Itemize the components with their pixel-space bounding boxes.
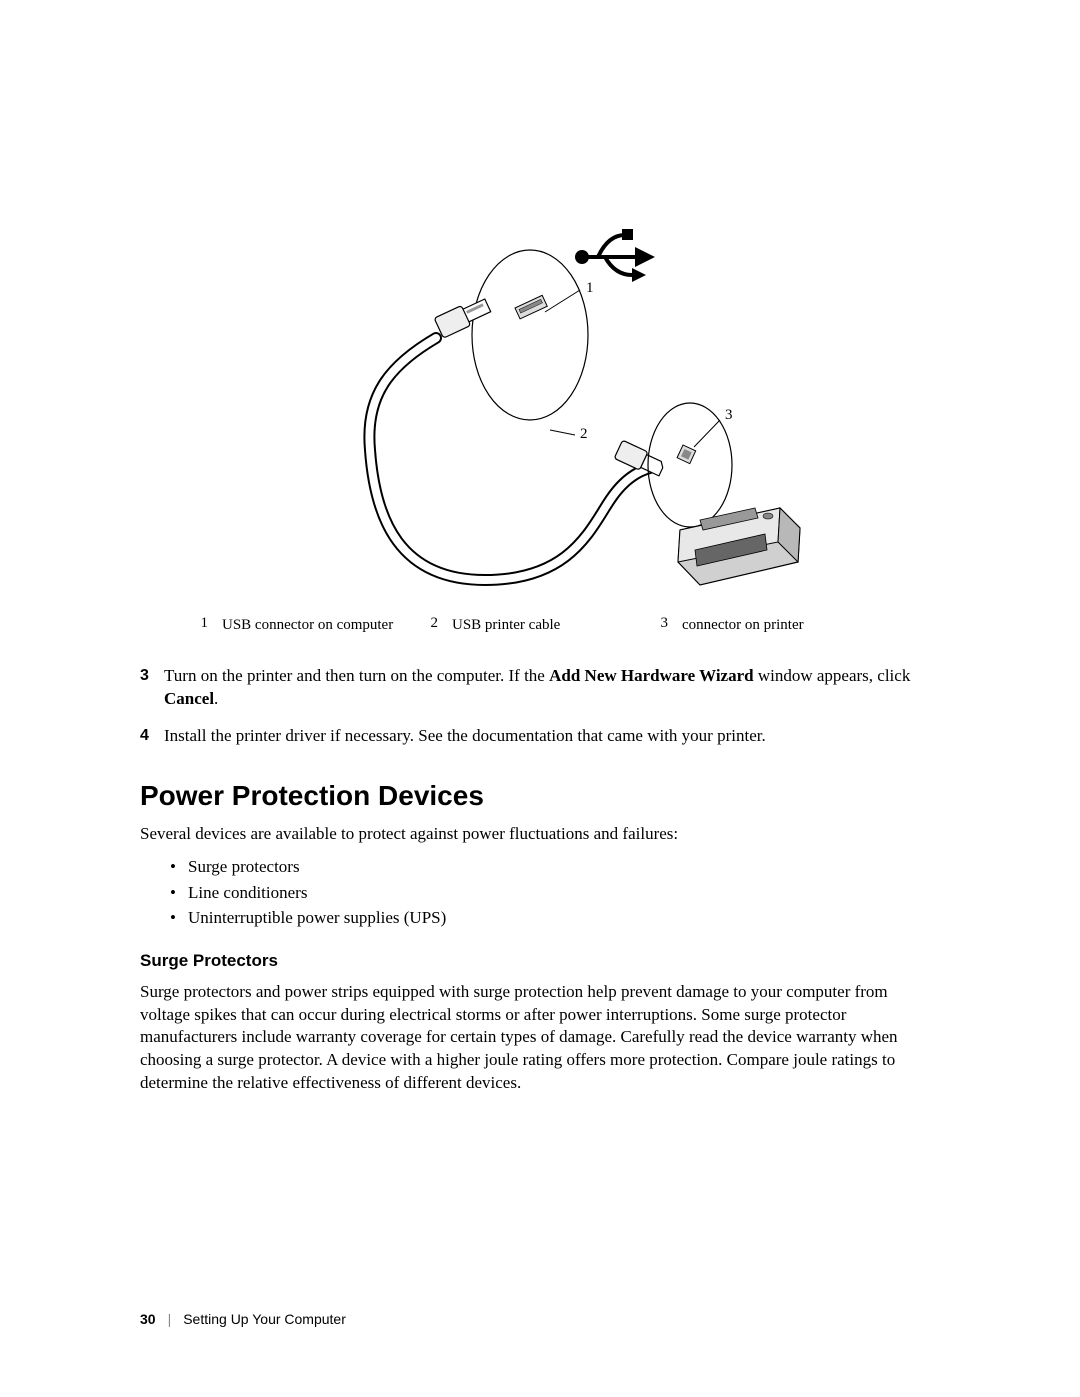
- callout-3: 3: [725, 407, 733, 424]
- step-4: 4 Install the printer driver if necessar…: [140, 725, 940, 748]
- legend-num: 3: [650, 615, 668, 632]
- legend-item-3: 3 connector on printer: [650, 615, 880, 635]
- callout-line-1: [545, 290, 580, 312]
- legend-item-1: 1 USB connector on computer: [190, 615, 420, 635]
- bullet-item: Uninterruptible power supplies (UPS): [170, 905, 940, 931]
- legend-text: USB connector on computer: [222, 615, 393, 635]
- diagram-legend: 1 USB connector on computer 2 USB printe…: [190, 615, 940, 635]
- usb-a-plug-icon: [434, 295, 492, 338]
- callout-2: 2: [580, 426, 588, 443]
- footer-separator: |: [168, 1311, 172, 1327]
- step-number: 4: [140, 725, 164, 748]
- cable-outer: [369, 338, 650, 580]
- step-3: 3 Turn on the printer and then turn on t…: [140, 665, 940, 711]
- legend-item-2: 2 USB printer cable: [420, 615, 650, 635]
- step-number: 3: [140, 665, 164, 711]
- b´bullet-list: Surge protectors Line conditioners Unint…: [170, 854, 940, 931]
- chapter-name: Setting Up Your Computer: [183, 1311, 346, 1327]
- usb-b-socket-icon: [677, 445, 696, 464]
- legend-text: USB printer cable: [452, 615, 560, 635]
- legend-text: connector on printer: [682, 615, 804, 635]
- callout-1: 1: [586, 280, 594, 297]
- step-list: 3 Turn on the printer and then turn on t…: [140, 665, 940, 748]
- bullet-item: Line conditioners: [170, 880, 940, 906]
- section-intro: Several devices are available to protect…: [140, 824, 940, 844]
- usb-symbol-icon: [575, 229, 655, 282]
- page-content: 1 2 3 1 USB connector on computer 2 USB …: [140, 0, 940, 1397]
- usb-socket-icon: [515, 295, 547, 319]
- diagram-svg: [260, 220, 820, 600]
- legend-num: 1: [190, 615, 208, 632]
- usb-diagram: 1 2 3: [140, 220, 940, 600]
- callout-line-2: [550, 430, 575, 435]
- step-text: Install the printer driver if necessary.…: [164, 725, 940, 748]
- subsection-heading: Surge Protectors: [140, 951, 940, 971]
- printer-icon: [678, 508, 800, 585]
- bullet-item: Surge protectors: [170, 854, 940, 880]
- section-heading: Power Protection Devices: [140, 780, 940, 812]
- step-text: Turn on the printer and then turn on the…: [164, 665, 940, 711]
- page-footer: 30 | Setting Up Your Computer: [140, 1311, 346, 1327]
- cable-inner: [369, 338, 650, 580]
- computer-port-oval: [472, 250, 588, 420]
- legend-num: 2: [420, 615, 438, 632]
- subsection-paragraph: Surge protectors and power strips equipp…: [140, 981, 940, 1096]
- callout-line-3: [694, 420, 720, 447]
- page-number: 30: [140, 1311, 156, 1327]
